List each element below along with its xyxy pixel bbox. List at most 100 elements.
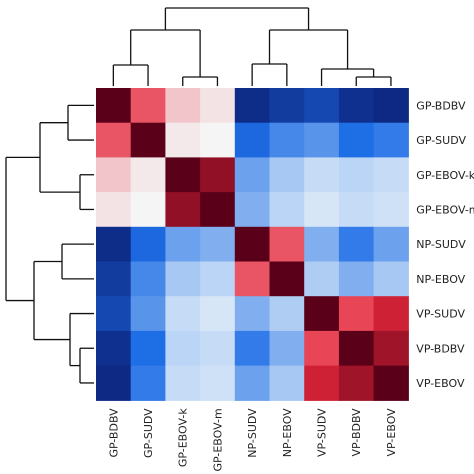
row-label: VP-EBOV bbox=[416, 377, 465, 390]
heatmap-cell-GP-EBOV-k-GP-SUDV bbox=[130, 157, 166, 193]
heatmap-cell-GP-EBOV-m-GP-EBOV-k bbox=[165, 192, 201, 228]
heatmap-cell-VP-BDBV-VP-BDBV bbox=[338, 330, 375, 367]
heatmap-cell-GP-EBOV-m-GP-BDBV bbox=[96, 192, 132, 228]
heatmap-cell-GP-SUDV-GP-EBOV-k bbox=[165, 122, 201, 158]
heatmap-cell-NP-EBOV-GP-SUDV bbox=[130, 261, 166, 297]
row-dendrogram bbox=[5, 104, 94, 384]
column-labels: GP-BDBV GP-SUDV GP-EBOV-k GP-EBOV-m NP-SUDV N… bbox=[107, 408, 398, 472]
row-label: VP-SUDV bbox=[416, 308, 465, 321]
heatmap-cell-VP-SUDV-NP-EBOV bbox=[269, 296, 305, 332]
heatmap-cell-GP-BDBV-VP-EBOV bbox=[373, 88, 409, 124]
heatmap-cell-GP-SUDV-GP-BDBV bbox=[96, 122, 132, 158]
heatmap-cell-GP-SUDV-VP-EBOV bbox=[373, 122, 409, 158]
heatmap-cell-GP-EBOV-m-VP-BDBV bbox=[338, 192, 375, 228]
row-label: GP-SUDV bbox=[416, 134, 466, 147]
heatmap-cell-VP-EBOV-GP-SUDV bbox=[130, 365, 166, 401]
heatmap-cell-VP-SUDV-VP-EBOV bbox=[373, 296, 409, 332]
heatmap-cell-GP-EBOV-k-VP-SUDV bbox=[304, 157, 340, 193]
row-label: GP-BDBV bbox=[416, 99, 466, 112]
heatmap-cell-NP-EBOV-GP-BDBV bbox=[96, 261, 132, 297]
heatmap-cell-NP-SUDV-VP-EBOV bbox=[373, 226, 409, 263]
row-labels: GP-BDBV GP-SUDV GP-EBOV-k GP-EBOV-m NP-SUDV N… bbox=[416, 99, 474, 390]
heatmap-cell-GP-SUDV-VP-SUDV bbox=[304, 122, 340, 158]
heatmap-cell-GP-BDBV-GP-EBOV-m bbox=[200, 88, 236, 124]
heatmap-cell-GP-SUDV-NP-SUDV bbox=[234, 122, 271, 158]
heatmap-cell-NP-EBOV-NP-EBOV bbox=[269, 261, 305, 297]
heatmap-cell-GP-EBOV-k-GP-EBOV-m bbox=[200, 157, 236, 193]
row-label: NP-SUDV bbox=[416, 238, 466, 251]
heatmap-cell-VP-BDBV-VP-EBOV bbox=[373, 330, 409, 367]
column-label: NP-SUDV bbox=[246, 408, 259, 458]
heatmap-cell-GP-EBOV-m-VP-EBOV bbox=[373, 192, 409, 228]
heatmap-cell-GP-BDBV-NP-EBOV bbox=[269, 88, 305, 124]
heatmap-cell-GP-EBOV-k-GP-EBOV-k bbox=[165, 157, 201, 193]
heatmap-cell-VP-EBOV-GP-EBOV-m bbox=[200, 365, 236, 401]
heatmap-cell-VP-BDBV-GP-BDBV bbox=[96, 330, 132, 367]
heatmap-cell-NP-SUDV-VP-BDBV bbox=[338, 226, 375, 263]
heatmap-cell-VP-SUDV-GP-EBOV-m bbox=[200, 296, 236, 332]
heatmap-cell-GP-BDBV-NP-SUDV bbox=[234, 88, 271, 124]
heatmap-cell-NP-EBOV-GP-EBOV-m bbox=[200, 261, 236, 297]
heatmap-cell-VP-BDBV-NP-EBOV bbox=[269, 330, 305, 367]
heatmap-cell-VP-SUDV-NP-SUDV bbox=[234, 296, 271, 332]
heatmap-cell-VP-SUDV-VP-BDBV bbox=[338, 296, 375, 332]
column-label: GP-EBOV-m bbox=[211, 408, 224, 471]
heatmap-cell-GP-SUDV-NP-EBOV bbox=[269, 122, 305, 158]
heatmap-cell-GP-BDBV-VP-SUDV bbox=[304, 88, 340, 124]
heatmap-cell-VP-EBOV-VP-EBOV bbox=[373, 365, 409, 401]
heatmap-cell-VP-SUDV-GP-SUDV bbox=[130, 296, 166, 332]
heatmap-cell-GP-EBOV-k-NP-SUDV bbox=[234, 157, 271, 193]
column-label: VP-BDBV bbox=[350, 408, 363, 457]
heatmap-cell-GP-SUDV-GP-SUDV bbox=[130, 122, 166, 158]
heatmap-cell-NP-SUDV-GP-SUDV bbox=[130, 226, 166, 263]
row-label: GP-EBOV-k bbox=[416, 169, 474, 182]
heatmap-cell-VP-SUDV-GP-BDBV bbox=[96, 296, 132, 332]
heatmap-cell-VP-EBOV-VP-SUDV bbox=[304, 365, 340, 401]
heatmap-cell-GP-EBOV-m-GP-SUDV bbox=[130, 192, 166, 228]
heatmap-cell-NP-EBOV-VP-SUDV bbox=[304, 261, 340, 297]
column-label: VP-SUDV bbox=[316, 408, 329, 457]
heatmap-cell-VP-EBOV-NP-SUDV bbox=[234, 365, 271, 401]
heatmap-cell-VP-BDBV-NP-SUDV bbox=[234, 330, 271, 367]
heatmap-cell-NP-SUDV-GP-EBOV-k bbox=[165, 226, 201, 263]
heatmap-cell-GP-BDBV-GP-BDBV bbox=[96, 88, 132, 124]
heatmap-cell-GP-EBOV-m-VP-SUDV bbox=[304, 192, 340, 228]
column-label: GP-BDBV bbox=[107, 408, 120, 458]
heatmap-cell-VP-BDBV-GP-SUDV bbox=[130, 330, 166, 367]
heatmap-cell-NP-EBOV-NP-SUDV bbox=[234, 261, 271, 297]
heatmap-cell-VP-BDBV-GP-EBOV-k bbox=[165, 330, 201, 367]
heatmap-cell-NP-SUDV-NP-SUDV bbox=[234, 226, 271, 263]
heatmap-cell-GP-BDBV-VP-BDBV bbox=[338, 88, 375, 124]
row-label: NP-EBOV bbox=[416, 273, 465, 286]
heatmap-cell-NP-SUDV-GP-EBOV-m bbox=[200, 226, 236, 263]
heatmap-cells bbox=[96, 88, 409, 401]
heatmap-cell-VP-EBOV-GP-EBOV-k bbox=[165, 365, 201, 401]
heatmap-cell-GP-EBOV-m-NP-EBOV bbox=[269, 192, 305, 228]
heatmap-cell-VP-EBOV-VP-BDBV bbox=[338, 365, 375, 401]
heatmap-cell-NP-EBOV-VP-BDBV bbox=[338, 261, 375, 297]
heatmap-cell-GP-BDBV-GP-SUDV bbox=[130, 88, 166, 124]
heatmap-cell-VP-EBOV-GP-BDBV bbox=[96, 365, 132, 401]
column-label: NP-EBOV bbox=[281, 408, 294, 457]
heatmap-cell-GP-EBOV-m-NP-SUDV bbox=[234, 192, 271, 228]
heatmap-cell-VP-SUDV-GP-EBOV-k bbox=[165, 296, 201, 332]
heatmap-cell-GP-EBOV-m-GP-EBOV-m bbox=[200, 192, 236, 228]
heatmap-cell-NP-SUDV-VP-SUDV bbox=[304, 226, 340, 263]
heatmap-cell-GP-SUDV-GP-EBOV-m bbox=[200, 122, 236, 158]
row-label: VP-BDBV bbox=[416, 342, 465, 355]
column-label: GP-SUDV bbox=[142, 408, 155, 458]
heatmap-cell-GP-EBOV-k-GP-BDBV bbox=[96, 157, 132, 193]
heatmap-cell-VP-SUDV-VP-SUDV bbox=[304, 296, 340, 332]
column-label: GP-EBOV-k bbox=[177, 408, 190, 468]
heatmap-cell-GP-BDBV-GP-EBOV-k bbox=[165, 88, 201, 124]
heatmap-cell-NP-EBOV-GP-EBOV-k bbox=[165, 261, 201, 297]
heatmap-cell-GP-EBOV-k-VP-EBOV bbox=[373, 157, 409, 193]
heatmap-cell-VP-EBOV-NP-EBOV bbox=[269, 365, 305, 401]
heatmap-cell-NP-EBOV-VP-EBOV bbox=[373, 261, 409, 297]
row-label: GP-EBOV-m bbox=[416, 203, 474, 216]
heatmap-cell-VP-BDBV-GP-EBOV-m bbox=[200, 330, 236, 367]
heatmap-cell-VP-BDBV-VP-SUDV bbox=[304, 330, 340, 367]
column-dendrogram bbox=[112, 7, 392, 86]
heatmap-cell-NP-SUDV-GP-BDBV bbox=[96, 226, 132, 263]
